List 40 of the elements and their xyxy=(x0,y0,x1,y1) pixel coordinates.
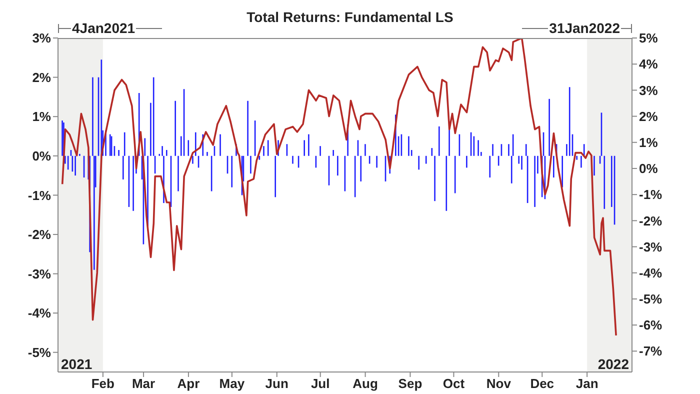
x-tick-label: Mar xyxy=(132,376,156,392)
y2-tick-label: 4% xyxy=(639,56,658,72)
band-label: 2021 xyxy=(61,356,92,372)
x-tick-label: Sep xyxy=(398,376,422,392)
chart-title: Total Returns: Fundamental LS xyxy=(246,9,454,25)
y2-tick-label: -2% xyxy=(639,213,663,228)
y2-tick-label: -1% xyxy=(639,187,663,202)
y2-tick-label: -4% xyxy=(639,265,663,280)
text: 31Jan2022 xyxy=(548,20,621,36)
y2-tick-label: 5% xyxy=(639,30,658,46)
y2-tick-label: -3% xyxy=(639,239,663,254)
y-tick-label: 3% xyxy=(32,30,52,46)
x-tick-label: Oct xyxy=(442,376,466,392)
y-tick-label: -4% xyxy=(28,306,52,321)
x-tick-label: Jul xyxy=(310,376,330,392)
y2-tick-label: -5% xyxy=(639,292,663,307)
y-tick-label: -1% xyxy=(28,188,52,203)
y-tick-label: 0% xyxy=(32,148,52,164)
y2-tick-label: 2% xyxy=(639,108,658,124)
x-tick-label: Apr xyxy=(177,376,200,392)
y2-tick-label: 1% xyxy=(639,134,658,150)
y2-tick-label: 0% xyxy=(639,161,658,176)
x-tick-label: Jan xyxy=(576,376,598,392)
x-tick-label: Aug xyxy=(352,376,378,392)
y-tick-label: 2% xyxy=(32,70,52,85)
y-tick-label: 1% xyxy=(32,109,52,124)
y-tick-label: -3% xyxy=(28,266,52,282)
x-tick-label: Dec xyxy=(530,376,554,392)
y2-tick-label: -6% xyxy=(639,318,663,333)
y-tick-label: -2% xyxy=(28,227,52,242)
y2-tick-label: -7% xyxy=(639,344,663,359)
x-tick-label: Nov xyxy=(486,376,512,392)
y-tick-label: -5% xyxy=(28,344,52,360)
x-tick-label: Jun xyxy=(265,376,288,392)
y2-tick-label: 3% xyxy=(639,82,658,98)
line-series xyxy=(61,38,617,336)
x-tick-label: Feb xyxy=(91,376,115,392)
band-label: 2022 xyxy=(598,356,630,372)
text: 4Jan2021 xyxy=(71,20,136,36)
x-tick-label: May xyxy=(219,376,246,392)
